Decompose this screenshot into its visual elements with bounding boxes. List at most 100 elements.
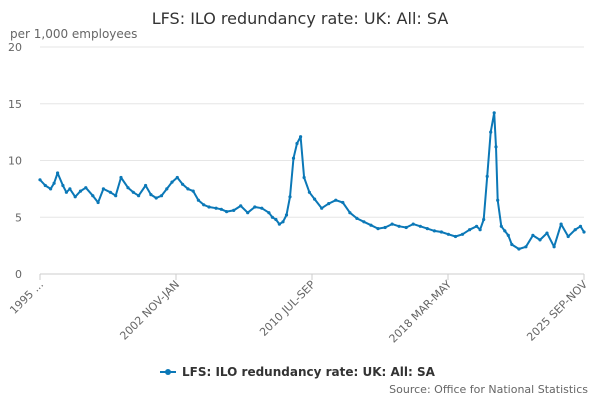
data-point[interactable] (446, 232, 450, 236)
data-point[interactable] (284, 213, 289, 217)
data-point[interactable] (468, 228, 472, 232)
data-point[interactable] (91, 194, 95, 198)
data-point[interactable] (52, 181, 56, 185)
data-point[interactable] (552, 245, 556, 249)
data-point[interactable] (270, 215, 274, 219)
data-point[interactable] (277, 222, 281, 226)
data-point[interactable] (119, 175, 123, 180)
data-point[interactable] (64, 190, 68, 194)
data-point[interactable] (196, 198, 200, 202)
data-point[interactable] (517, 247, 521, 251)
data-point[interactable] (494, 145, 498, 149)
data-point[interactable] (191, 189, 195, 193)
data-point[interactable] (291, 156, 296, 160)
data-point[interactable] (453, 234, 458, 239)
data-point[interactable] (418, 224, 422, 228)
data-point[interactable] (320, 206, 324, 210)
data-point[interactable] (159, 194, 164, 198)
data-point[interactable] (38, 178, 42, 182)
data-point[interactable] (68, 187, 72, 191)
data-point[interactable] (538, 238, 542, 242)
data-point[interactable] (334, 198, 338, 202)
data-point[interactable] (207, 205, 211, 209)
data-point[interactable] (299, 135, 303, 139)
data-point[interactable] (288, 195, 292, 199)
data-point[interactable] (411, 222, 415, 226)
data-point[interactable] (274, 217, 278, 222)
data-point[interactable] (170, 180, 174, 184)
data-point[interactable] (281, 220, 285, 224)
data-point[interactable] (101, 187, 105, 191)
data-point[interactable] (397, 224, 401, 228)
data-point[interactable] (566, 234, 570, 239)
data-point[interactable] (355, 216, 359, 220)
data-point[interactable] (219, 207, 223, 211)
data-point[interactable] (348, 211, 352, 215)
data-point[interactable] (496, 198, 500, 202)
data-point[interactable] (73, 195, 77, 199)
data-point[interactable] (186, 187, 190, 191)
data-point[interactable] (232, 208, 236, 212)
data-point[interactable] (506, 233, 510, 237)
data-point[interactable] (531, 233, 535, 237)
data-point[interactable] (439, 230, 443, 234)
data-point[interactable] (425, 227, 429, 231)
data-point[interactable] (545, 231, 549, 235)
data-point[interactable] (510, 242, 514, 247)
data-point[interactable] (475, 224, 479, 228)
data-point[interactable] (376, 227, 380, 231)
data-point[interactable] (43, 183, 47, 188)
data-point[interactable] (485, 174, 489, 178)
data-point[interactable] (202, 203, 206, 207)
data-point[interactable] (492, 111, 496, 115)
data-point[interactable] (383, 225, 387, 230)
data-point[interactable] (246, 211, 250, 215)
data-point[interactable] (499, 224, 503, 228)
data-point[interactable] (267, 211, 271, 215)
data-point[interactable] (144, 183, 148, 188)
data-point[interactable] (295, 141, 299, 146)
data-point[interactable] (78, 189, 83, 193)
legend[interactable]: LFS: ILO redundancy rate: UK: All: SA (160, 365, 436, 379)
data-point[interactable] (341, 200, 345, 205)
data-point[interactable] (137, 194, 141, 198)
data-point[interactable] (582, 230, 586, 234)
data-point[interactable] (49, 187, 53, 191)
data-point[interactable] (503, 229, 507, 233)
data-point[interactable] (362, 220, 366, 224)
data-point[interactable] (313, 197, 317, 201)
data-point[interactable] (307, 190, 311, 194)
data-point[interactable] (149, 193, 153, 197)
data-point[interactable] (578, 224, 583, 228)
data-point[interactable] (175, 175, 179, 180)
data-point[interactable] (559, 222, 563, 226)
data-point[interactable] (482, 217, 486, 222)
data-point[interactable] (96, 200, 100, 205)
data-point[interactable] (181, 182, 185, 186)
data-point[interactable] (131, 190, 135, 194)
data-point[interactable] (61, 183, 65, 188)
data-point[interactable] (126, 186, 130, 190)
data-point[interactable] (84, 186, 88, 190)
data-point[interactable] (253, 205, 257, 209)
data-point[interactable] (260, 206, 264, 210)
data-point[interactable] (108, 190, 112, 194)
data-point[interactable] (114, 194, 118, 198)
data-point[interactable] (489, 130, 493, 134)
data-point[interactable] (404, 225, 408, 230)
data-point[interactable] (165, 187, 169, 191)
data-point[interactable] (302, 175, 306, 180)
data-point[interactable] (154, 196, 158, 200)
data-point[interactable] (524, 245, 528, 249)
data-point[interactable] (478, 228, 482, 232)
data-point[interactable] (573, 228, 577, 232)
data-point[interactable] (460, 232, 465, 236)
data-point[interactable] (56, 171, 60, 175)
data-point[interactable] (225, 210, 229, 214)
data-point[interactable] (214, 206, 218, 210)
data-point[interactable] (390, 222, 394, 226)
data-point[interactable] (239, 204, 243, 208)
data-point[interactable] (369, 223, 373, 227)
data-point[interactable] (432, 229, 436, 233)
data-point[interactable] (327, 202, 331, 206)
